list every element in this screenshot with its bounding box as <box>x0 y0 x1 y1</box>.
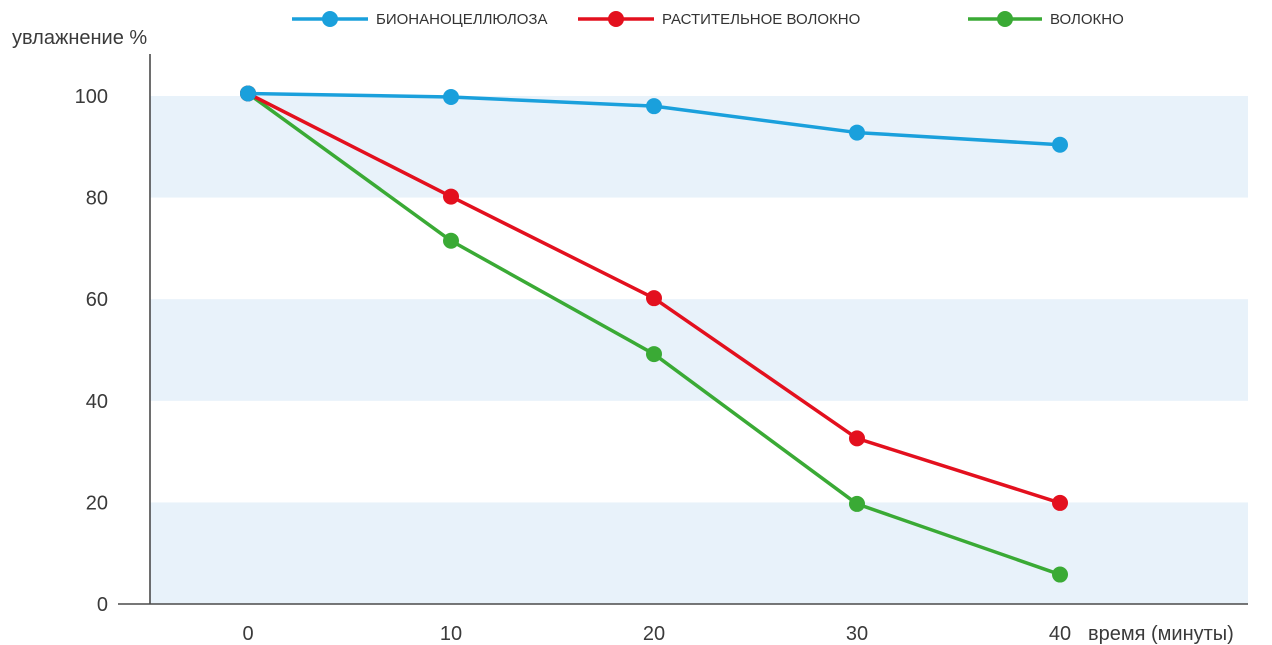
data-point <box>1052 494 1068 511</box>
data-point <box>443 188 459 205</box>
y-tick-label: 80 <box>86 188 108 210</box>
data-point <box>646 346 662 363</box>
y-tick-label: 60 <box>86 289 108 311</box>
x-tick-label: 30 <box>846 623 868 645</box>
legend-item: ВОЛОКНО <box>968 11 1124 28</box>
data-point <box>240 85 256 102</box>
x-tick-label: 20 <box>643 623 665 645</box>
y-tick-labels: 0 20 40 60 80 100 <box>75 86 108 616</box>
data-point <box>1052 136 1068 153</box>
legend: БИОНАНОЦЕЛЛЮЛОЗА РАСТИТЕЛЬНОЕ ВОЛОКНО ВОЛО… <box>292 11 1124 28</box>
data-point <box>1052 566 1068 583</box>
legend-label: БИОНАНОЦЕЛЛЮЛОЗА <box>376 11 547 28</box>
y-tick-label: 20 <box>86 492 108 514</box>
legend-label: РАСТИТЕЛЬНОЕ ВОЛОКНО <box>662 11 860 28</box>
data-point <box>849 495 865 512</box>
legend-swatch-marker <box>608 11 624 27</box>
x-axis-title: время (минуты) <box>1088 623 1234 645</box>
x-tick-label: 0 <box>242 623 253 645</box>
legend-swatch-marker <box>997 11 1013 27</box>
data-point <box>646 290 662 307</box>
band-0-20 <box>150 502 1248 604</box>
data-point <box>849 124 865 141</box>
data-point <box>646 98 662 115</box>
x-tick-labels: 0 10 20 30 40 <box>242 623 1071 645</box>
legend-label: ВОЛОКНО <box>1050 11 1124 28</box>
y-tick-label: 40 <box>86 391 108 413</box>
legend-item: БИОНАНОЦЕЛЛЮЛОЗА <box>292 11 547 28</box>
legend-item: РАСТИТЕЛЬНОЕ ВОЛОКНО <box>578 11 860 28</box>
data-point <box>443 89 459 106</box>
x-tick-label: 40 <box>1049 623 1071 645</box>
background-bands <box>150 96 1248 604</box>
data-point <box>849 430 865 447</box>
series-2 <box>240 85 1068 511</box>
y-tick-label: 100 <box>75 86 108 108</box>
x-tick-label: 10 <box>440 623 462 645</box>
series-layer <box>240 85 1068 583</box>
y-tick-label: 0 <box>97 594 108 616</box>
data-point <box>443 232 459 249</box>
band-40-60 <box>150 299 1248 401</box>
axes <box>118 54 1248 605</box>
y-axis-title: увлажнение % <box>12 27 147 49</box>
legend-swatch-marker <box>322 11 338 27</box>
series-1 <box>240 85 1068 153</box>
